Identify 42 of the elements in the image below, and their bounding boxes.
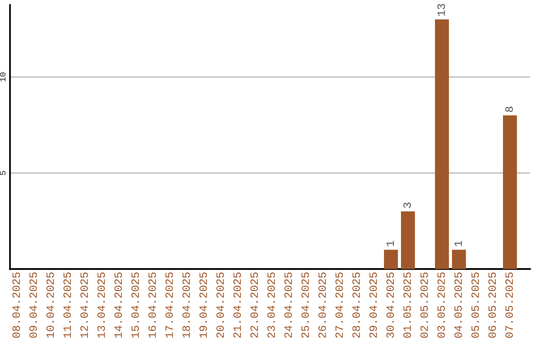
x-tick-label: 08.04.2025 [12, 272, 20, 338]
x-tick-label: 25.04.2025 [301, 272, 309, 338]
data-label: 8 [505, 106, 513, 112]
x-tick-label: 27.04.2025 [335, 272, 343, 338]
data-label: 1 [386, 240, 394, 246]
x-tick-label: 19.04.2025 [199, 272, 207, 338]
x-tick-label: 14.04.2025 [114, 272, 122, 338]
x-tick-label: 09.04.2025 [29, 272, 37, 338]
x-tick-label: 15.04.2025 [131, 272, 139, 338]
x-tick-label: 24.04.2025 [284, 272, 292, 338]
x-tick-label: 10.04.2025 [46, 272, 54, 338]
x-tick-label: 04.05.2025 [454, 272, 462, 338]
x-tick-label: 16.04.2025 [148, 272, 156, 338]
x-tick-label: 13.04.2025 [97, 272, 105, 338]
x-tick-label: 22.04.2025 [250, 272, 258, 338]
x-tick-label: 05.05.2025 [471, 272, 479, 338]
bar [452, 250, 466, 269]
bar [502, 115, 517, 269]
x-tick-label: 21.04.2025 [233, 272, 241, 338]
y-tick-label: 10 [0, 72, 6, 82]
x-tick-label: 26.04.2025 [318, 272, 326, 338]
x-tick-label: 23.04.2025 [267, 272, 275, 338]
bar [384, 250, 398, 269]
x-tick-label: 18.04.2025 [182, 272, 190, 338]
x-tick-label: 02.05.2025 [420, 272, 428, 338]
data-label: 1 [454, 240, 462, 246]
x-tick-label: 29.04.2025 [369, 272, 377, 338]
x-tick-label: 03.05.2025 [437, 272, 445, 338]
bar [434, 19, 449, 269]
data-label: 13 [437, 4, 445, 16]
data-label: 3 [403, 202, 411, 208]
x-tick-label: 30.04.2025 [386, 272, 394, 338]
x-tick-label: 12.04.2025 [80, 272, 88, 338]
x-tick-label: 11.04.2025 [63, 272, 71, 338]
x-tick-label: 28.04.2025 [352, 272, 360, 338]
x-tick-label: 07.05.2025 [505, 272, 513, 338]
y-tick-label: 5 [0, 171, 6, 175]
x-tick-label: 06.05.2025 [488, 272, 496, 338]
x-tick-label: 17.04.2025 [165, 272, 173, 338]
x-tick-label: 01.05.2025 [403, 272, 411, 338]
x-tick-label: 20.04.2025 [216, 272, 224, 338]
bar [400, 211, 415, 269]
